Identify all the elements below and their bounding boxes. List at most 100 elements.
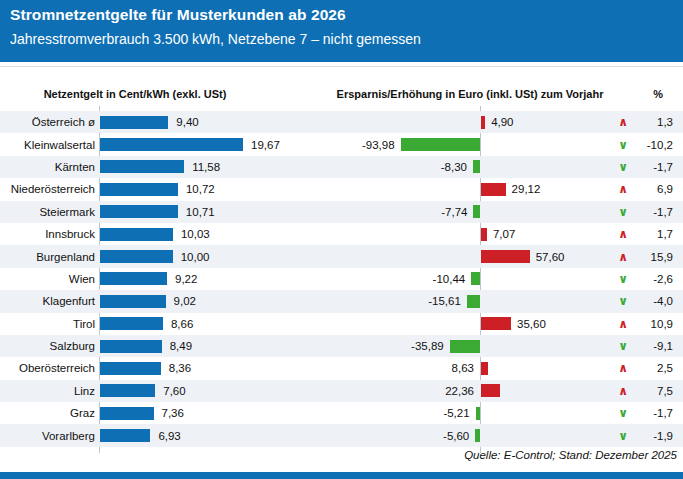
chart-rows: Österreich ø9,404,90∧1,3Kleinwalsertal19… — [0, 111, 683, 447]
ersparnis-bar — [481, 317, 511, 330]
netzentgelt-value: 8,66 — [171, 313, 231, 335]
netzentgelt-bar — [100, 138, 243, 151]
table-row: Kärnten11,58-8,30∨-1,7 — [0, 156, 683, 178]
percent-value: -2,6 — [628, 268, 673, 290]
ersparnis-value: 57,60 — [536, 245, 606, 267]
table-row: Klagenfurt9,02-15,61∨-4,0 — [0, 290, 683, 312]
table-row: Linz7,6022,36∧7,5 — [0, 380, 683, 402]
table-row: Wien9,22-10,44∨-2,6 — [0, 268, 683, 290]
ersparnis-bar — [475, 429, 480, 442]
row-label: Vorarlberg — [0, 424, 95, 446]
ersparnis-value: -5,60 — [349, 424, 469, 446]
row-label: Burgenland — [0, 245, 95, 267]
netzentgelt-bar — [100, 272, 167, 285]
netzentgelt-value: 11,58 — [192, 156, 252, 178]
netzentgelt-bar — [100, 160, 184, 173]
netzentgelt-bar — [100, 317, 163, 330]
netzentgelt-bar — [100, 205, 178, 218]
percent-value: 6,9 — [628, 178, 673, 200]
netzentgelt-value: 7,60 — [163, 380, 223, 402]
ersparnis-value: -93,98 — [275, 133, 395, 155]
netzentgelt-value: 9,22 — [175, 268, 235, 290]
ersparnis-bar — [481, 250, 530, 263]
netzentgelt-bar — [100, 116, 168, 129]
ersparnis-bar — [401, 138, 480, 151]
netzentgelt-value: 7,36 — [162, 402, 222, 424]
row-label: Graz — [0, 402, 95, 424]
table-row: Innsbruck10,037,07∧1,7 — [0, 223, 683, 245]
ersparnis-bar — [471, 272, 480, 285]
percent-value: -1,7 — [628, 156, 673, 178]
netzentgelt-value: 9,02 — [174, 290, 234, 312]
chart-subtitle: Jahresstromverbrauch 3.500 kWh, Netzeben… — [10, 31, 421, 47]
netzentgelt-bar — [100, 362, 161, 375]
table-row: Salzburg8,49-35,89∨-9,1 — [0, 335, 683, 357]
netzentgelt-value: 10,03 — [181, 223, 241, 245]
chart-header: Stromnetzentgelte für Musterkunden ab 20… — [0, 0, 683, 62]
table-row: Kleinwalsertal19,67-93,98∨-10,2 — [0, 133, 683, 155]
row-label: Niederösterreich — [0, 178, 95, 200]
row-label: Innsbruck — [0, 223, 95, 245]
netzentgelt-bar — [100, 250, 173, 263]
ersparnis-bar — [481, 384, 500, 397]
ersparnis-bar — [481, 362, 488, 375]
netzentgelt-bar — [100, 407, 154, 420]
table-row: Steiermark10,71-7,74∨-1,7 — [0, 201, 683, 223]
netzentgelt-bar — [100, 340, 162, 353]
table-row: Burgenland10,0057,60∧15,9 — [0, 245, 683, 267]
ersparnis-bar — [473, 205, 480, 218]
row-label: Steiermark — [0, 201, 95, 223]
netzentgelt-bar — [100, 228, 173, 241]
percent-value: 15,9 — [628, 245, 673, 267]
table-row: Oberösterreich8,368,63∧2,5 — [0, 357, 683, 379]
ersparnis-bar — [481, 183, 506, 196]
ersparnis-value: 7,07 — [493, 223, 563, 245]
percent-value: 1,7 — [628, 223, 673, 245]
column-header-ersparnis: Ersparnis/Erhöhung in Euro (inkl. USt) z… — [320, 88, 620, 100]
percent-value: -1,9 — [628, 424, 673, 446]
ersparnis-bar — [473, 160, 480, 173]
ersparnis-value: 29,12 — [512, 178, 582, 200]
ersparnis-value: -15,61 — [341, 290, 461, 312]
netzentgelt-value: 10,71 — [186, 201, 246, 223]
netzentgelt-value: 8,36 — [169, 357, 229, 379]
netzentgelt-bar — [100, 183, 178, 196]
bottom-blue-strip — [0, 472, 683, 479]
ersparnis-value: -10,44 — [345, 268, 465, 290]
row-label: Linz — [0, 380, 95, 402]
table-row: Niederösterreich10,7229,12∧6,9 — [0, 178, 683, 200]
row-label: Salzburg — [0, 335, 95, 357]
chart-title: Stromnetzentgelte für Musterkunden ab 20… — [10, 6, 346, 24]
ersparnis-value: 8,63 — [354, 357, 474, 379]
netzentgelt-value: 6,93 — [158, 424, 218, 446]
row-label: Kleinwalsertal — [0, 133, 95, 155]
table-row: Vorarlberg6,93-5,60∨-1,9 — [0, 424, 683, 446]
ersparnis-value: 4,90 — [491, 111, 561, 133]
netzentgelt-value: 10,72 — [186, 178, 246, 200]
percent-value: -1,7 — [628, 201, 673, 223]
row-label: Österreich ø — [0, 111, 95, 133]
percent-value: 7,5 — [628, 380, 673, 402]
percent-value: -9,1 — [628, 335, 673, 357]
row-label: Tirol — [0, 313, 95, 335]
percent-value: -4,0 — [628, 290, 673, 312]
percent-value: -1,7 — [628, 402, 673, 424]
header-divider — [0, 66, 683, 67]
ersparnis-value: -7,74 — [347, 201, 467, 223]
row-label: Klagenfurt — [0, 290, 95, 312]
netzentgelt-value: 8,49 — [170, 335, 230, 357]
ersparnis-value: 22,36 — [354, 380, 474, 402]
netzentgelt-bar — [100, 384, 155, 397]
source-note: Quelle: E-Control; Stand: Dezember 2025 — [464, 449, 677, 461]
netzentgelt-value: 9,40 — [176, 111, 236, 133]
ersparnis-value: -35,89 — [324, 335, 444, 357]
ersparnis-value: -5,21 — [350, 402, 470, 424]
percent-value: 2,5 — [628, 357, 673, 379]
table-row: Österreich ø9,404,90∧1,3 — [0, 111, 683, 133]
ersparnis-bar — [467, 295, 480, 308]
percent-value: 10,9 — [628, 313, 673, 335]
ersparnis-value: -8,30 — [347, 156, 467, 178]
netzentgelt-bar — [100, 295, 166, 308]
percent-value: 1,3 — [628, 111, 673, 133]
netzentgelt-value: 10,00 — [181, 245, 241, 267]
